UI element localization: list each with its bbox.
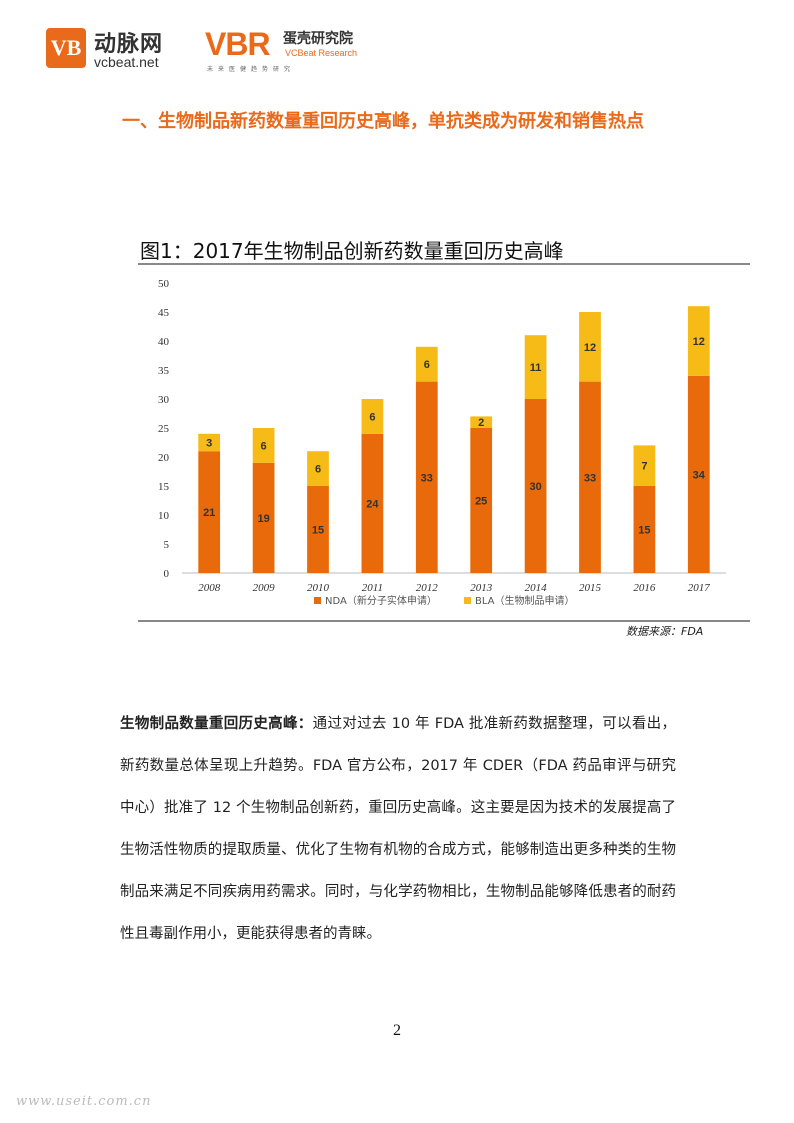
data-label-bla: 6	[424, 359, 430, 371]
data-label-nda: 25	[475, 496, 487, 508]
vcbeat-logo-cn: 动脉网	[94, 32, 164, 57]
data-label-bla: 3	[206, 438, 212, 450]
figure-title: 图1：2017年生物制品创新药数量重回历史高峰	[140, 239, 564, 263]
page-number: 2	[393, 1022, 401, 1039]
bar-bla	[198, 433, 221, 452]
bar-bla	[307, 451, 329, 486]
data-label-nda: 21	[203, 507, 215, 519]
bar-nda	[579, 381, 601, 573]
x-tick-label: 2012	[416, 582, 439, 594]
vbr-logo-cn: 蛋壳研究院	[283, 31, 353, 47]
bar-nda	[252, 462, 275, 573]
data-label-bla: 12	[584, 342, 596, 354]
data-label-bla: 7	[641, 461, 647, 473]
bar-nda	[470, 428, 493, 573]
data-label-bla: 6	[315, 464, 321, 476]
vbr-logo-tagline: 未来医健趋势研究	[207, 66, 296, 73]
legend-swatch-bla	[464, 597, 471, 604]
body-text: 通过对过去 10 年 FDA 批准新药数据整理，可以看出，新药数量总体呈现上升趋…	[120, 716, 677, 942]
vcbeat-logo: VB 动脉网 vcbeat.net	[46, 26, 196, 74]
vbr-logo-en: VCBeat Research	[285, 48, 358, 58]
x-tick-label: 2010	[307, 582, 330, 594]
bar-bla	[524, 335, 547, 399]
x-tick-label: 2013	[470, 582, 493, 594]
bar-nda	[633, 486, 656, 573]
section-title: 一、生物制品新药数量重回历史高峰，单抗类成为研发和销售热点	[122, 111, 644, 132]
x-tick-label: 2017	[688, 582, 711, 594]
x-tick-label: 2011	[362, 582, 383, 594]
bar-bla	[252, 428, 275, 463]
bar-nda	[524, 399, 547, 573]
data-label-nda: 24	[366, 498, 379, 510]
x-tick-label: 2008	[198, 582, 221, 594]
y-tick-label: 35	[158, 365, 170, 377]
data-label-bla: 6	[369, 411, 375, 423]
legend-label-nda: NDA（新分子实体申请）	[325, 594, 437, 607]
bar-bla	[687, 306, 710, 376]
data-label-bla: 11	[530, 362, 542, 374]
bar-nda	[687, 375, 710, 573]
data-label-bla: 2	[478, 417, 484, 429]
vbr-logo-mark: VBR	[205, 26, 271, 62]
y-tick-label: 20	[158, 452, 170, 464]
y-tick-label: 5	[164, 539, 170, 551]
vcbeat-logo-en: vcbeat.net	[94, 54, 159, 70]
bar-nda	[198, 451, 221, 573]
y-tick-label: 15	[158, 481, 170, 493]
x-tick-label: 2009	[253, 582, 275, 594]
legend-swatch-nda	[314, 597, 321, 604]
watermark: www.useit.com.cn	[16, 1094, 152, 1109]
y-tick-label: 10	[158, 510, 170, 522]
vbr-logo: VBR 蛋壳研究院 VCBeat Research 未来医健趋势研究	[205, 26, 385, 76]
bar-bla	[361, 399, 384, 434]
x-tick-label: 2015	[579, 582, 602, 594]
data-label-nda: 30	[529, 481, 541, 493]
figure-top-rule	[138, 263, 750, 265]
bar-bla	[579, 312, 601, 382]
bar-bla	[470, 416, 493, 428]
bar-nda	[361, 433, 384, 573]
legend-label-bla: BLA（生物制品申请）	[475, 594, 575, 607]
figure-source: 数据来源：FDA	[626, 625, 704, 638]
bar-nda	[307, 486, 329, 573]
x-tick-label: 2014	[525, 582, 548, 594]
data-label-nda: 34	[693, 469, 706, 481]
data-label-nda: 33	[421, 472, 433, 484]
x-tick-label: 2016	[633, 582, 656, 594]
data-label-nda: 19	[257, 513, 269, 525]
y-tick-label: 25	[158, 423, 170, 435]
figure-bottom-rule	[138, 620, 750, 622]
bar-nda	[415, 381, 438, 573]
bar-bla	[633, 445, 656, 486]
bar-bla	[415, 346, 438, 382]
body-lead: 生物制品数量重回历史高峰：	[120, 716, 313, 732]
y-tick-label: 45	[158, 307, 170, 319]
data-label-nda: 33	[584, 472, 596, 484]
y-tick-label: 30	[158, 394, 170, 406]
y-tick-label: 0	[164, 568, 170, 580]
y-tick-label: 50	[158, 278, 170, 290]
body-paragraph: 生物制品数量重回历史高峰：通过对过去 10 年 FDA 批准新药数据整理，可以看…	[120, 703, 676, 955]
stacked-bar-chart: 0 5 10 15 20 25 30 35 40 45 50 21 3 2008 19 6 2009 15 6 201…	[158, 278, 726, 607]
data-label-bla: 12	[693, 336, 705, 348]
vcbeat-logo-mark: VB	[46, 28, 86, 68]
data-label-nda: 15	[312, 525, 324, 537]
data-label-bla: 6	[261, 440, 267, 452]
data-label-nda: 15	[638, 525, 650, 537]
y-tick-label: 40	[158, 336, 170, 348]
